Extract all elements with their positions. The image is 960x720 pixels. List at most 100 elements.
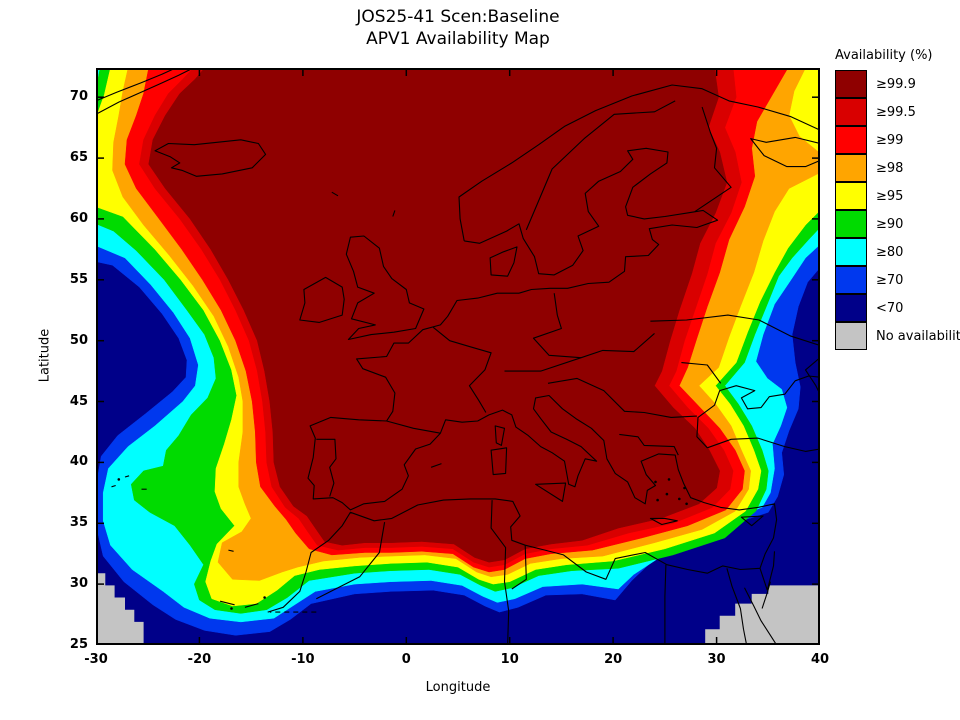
- legend-rows: ≥99.9 ≥99.5 ≥99 ≥98 ≥95 ≥90 ≥80 ≥70 <70 No availa…: [835, 70, 960, 350]
- x-tick-label: 40: [810, 652, 830, 667]
- y-tick-label: 25: [69, 637, 88, 652]
- coastline-border-fr-de: [432, 326, 492, 413]
- legend-label: ≥98: [876, 160, 904, 176]
- coastline-shetland: [392, 210, 396, 217]
- coastline-mainland-coast: [267, 292, 778, 613]
- coastline-iceland: [154, 139, 267, 177]
- y-tick-label: 60: [69, 210, 88, 226]
- coastline-nile: [726, 568, 748, 645]
- coastline-black-sea-north: [696, 375, 820, 449]
- legend-swatch: [835, 209, 867, 238]
- island-dot: [117, 478, 121, 481]
- coastline-border-ma-dz: [316, 522, 386, 600]
- coastline-azores-1: [111, 484, 116, 488]
- legend-swatch: [835, 125, 867, 154]
- coastline-ireland: [299, 276, 345, 323]
- legend-row: ≥95: [835, 181, 957, 210]
- island-dot: [685, 502, 688, 506]
- x-tick-label: 10: [500, 652, 519, 667]
- coastline-azores-2: [124, 475, 130, 478]
- y-tick-label: 30: [69, 576, 88, 592]
- coastline-border-tn-ly-2: [511, 545, 527, 590]
- legend-swatch: [835, 97, 867, 126]
- legend-swatch: [835, 153, 867, 182]
- legend-swatch: [835, 70, 867, 98]
- coastline-red-sea: [744, 587, 778, 645]
- plot-frame: [96, 68, 820, 645]
- coastline-border-es-fr: [386, 420, 441, 434]
- figure-title-line2: APV1 Availability Map: [366, 29, 550, 49]
- legend-swatch: [835, 321, 867, 350]
- coastline-border-de-pl-cz: [532, 293, 655, 359]
- coastline-crete: [649, 517, 678, 526]
- legend-row: No availability: [835, 321, 960, 350]
- coastline-gulf-aqaba: [761, 581, 771, 609]
- coastline-cyprus: [740, 515, 764, 527]
- x-tick-label: 30: [707, 652, 726, 667]
- y-tick-label: 55: [69, 271, 88, 287]
- legend-swatch: [835, 237, 867, 266]
- y-tick-label: 40: [69, 454, 88, 470]
- coastline-border-balkan-1: [547, 377, 697, 418]
- x-tick-label: 0: [401, 652, 411, 667]
- coastline-balearic: [430, 463, 442, 468]
- coastline-border-dz-tn-ly: [490, 500, 510, 645]
- band-≥99.9: [148, 68, 728, 563]
- coastline-baltic: [464, 147, 719, 294]
- island-dot: [230, 607, 233, 610]
- x-tick-label: -20: [187, 652, 212, 667]
- legend-row: ≥99.5: [835, 97, 957, 126]
- legend-label: ≥90: [876, 216, 904, 232]
- y-tick-label: 35: [69, 515, 88, 531]
- coastline-border-at-ch: [504, 357, 582, 372]
- legend-row: ≥99.9: [835, 70, 957, 98]
- x-tick-label: 20: [604, 652, 623, 667]
- coastline-israel-jordan: [766, 551, 776, 591]
- legend-row: ≥99: [835, 125, 957, 154]
- figure-title: JOS25-41 Scen:Baseline APV1 Availability…: [96, 6, 820, 50]
- island-dot: [665, 492, 669, 496]
- no-availability-patch: [705, 585, 820, 645]
- coastline-madeira: [228, 549, 234, 552]
- coastline-canary-1: [219, 600, 235, 606]
- island-dot: [678, 497, 681, 501]
- availability-map-canvas: [96, 68, 820, 645]
- legend-label: ≥99.9: [876, 76, 916, 92]
- x-axis-label: Longitude: [425, 680, 491, 695]
- legend-row: <70: [835, 293, 957, 322]
- coastline-border-ua-by: [650, 314, 820, 347]
- island-dot: [667, 478, 671, 481]
- coastline-border-ua-md: [681, 362, 722, 384]
- coastline-white-sea: [750, 136, 820, 168]
- legend-row: ≥70: [835, 265, 957, 294]
- coastline-sardinia: [490, 447, 508, 476]
- coastline-border-fi-ru: [694, 106, 732, 213]
- y-tick-label: 65: [69, 150, 88, 166]
- coastline-river-don: [804, 357, 820, 395]
- legend-label: ≥99.5: [876, 104, 916, 120]
- map-plot-area: [96, 68, 820, 645]
- y-axis-label: Latitude: [37, 328, 53, 383]
- coastline-canary-2: [244, 603, 259, 608]
- x-tick-label: -10: [291, 652, 315, 667]
- island-dot: [656, 498, 659, 502]
- legend-label: No availability: [876, 328, 960, 344]
- y-tick-label: 70: [69, 89, 88, 105]
- coastline-faroe: [331, 191, 339, 197]
- coastline-border-eg-il: [759, 568, 768, 591]
- legend-label: ≥70: [876, 272, 904, 288]
- coastline-greenland-coast-1: [96, 68, 176, 102]
- island-dot: [263, 596, 266, 599]
- legend-label: <70: [876, 300, 904, 316]
- coastline-corsica: [494, 425, 506, 446]
- legend-label: ≥99: [876, 132, 904, 148]
- legend-swatch: [835, 293, 867, 322]
- coastline-border-ly-eg: [664, 564, 667, 645]
- coastline-denmark: [489, 246, 518, 277]
- legend-title: Availability (%): [835, 48, 933, 63]
- legend-row: ≥90: [835, 209, 957, 238]
- coastline-black-sea-south: [707, 437, 820, 452]
- legend-swatch: [835, 265, 867, 294]
- x-tick-label: -30: [84, 652, 108, 667]
